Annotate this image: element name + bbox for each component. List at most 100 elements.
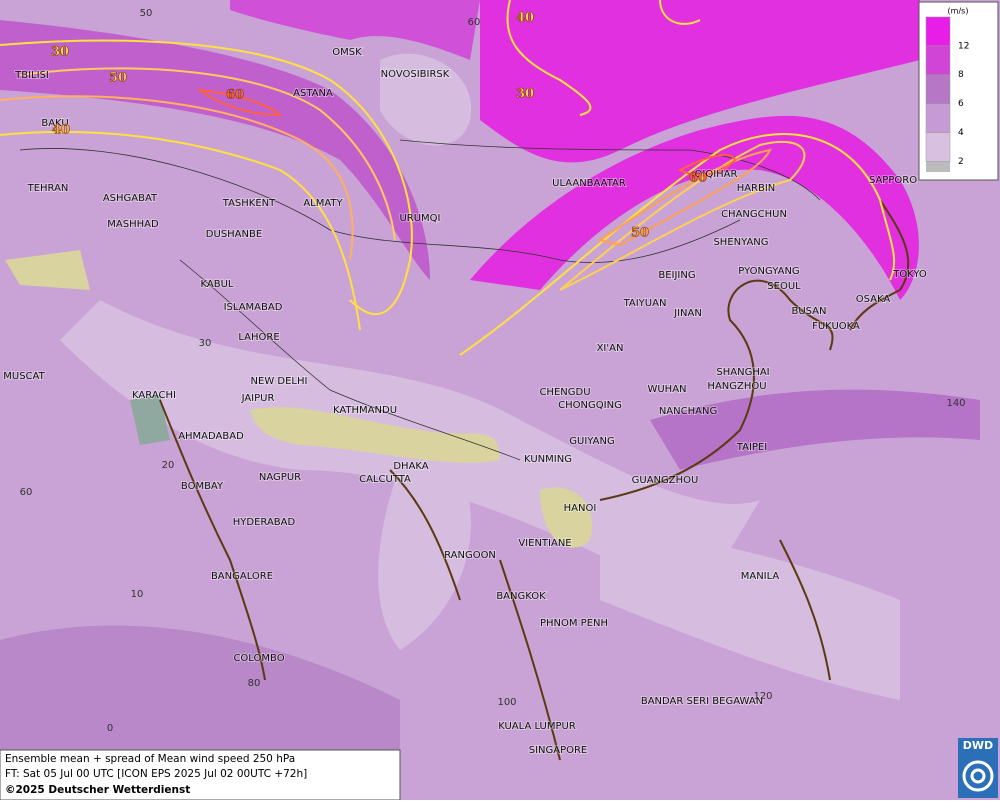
city-label: KABUL (201, 279, 234, 290)
city-label: BEIJING (658, 270, 695, 281)
city-label: VIENTIANE (518, 538, 571, 549)
logo-swirl (970, 768, 986, 784)
footer-line: Ensemble mean + spread of Mean wind spee… (5, 753, 295, 765)
city-label: AHMADABAD (178, 431, 244, 442)
graticule-label: 60 (468, 17, 481, 28)
city-label: BANGKOK (496, 591, 546, 602)
legend: (m/s) 2 4 6 8 12 (918, 1, 999, 181)
footer-line: FT: Sat 05 Jul 00 UTC [ICON EPS 2025 Jul… (5, 768, 307, 780)
city-label: WUHAN (647, 384, 686, 395)
city-label: HANOI (564, 503, 597, 514)
city-label: TAIYUAN (623, 298, 667, 309)
city-label: SAPPORO (869, 175, 917, 186)
city-label: TAIPEI (736, 442, 767, 453)
city-label: GUANGZHOU (632, 475, 699, 486)
contour-label: 50 (109, 71, 127, 86)
city-label: SHANGHAI (716, 367, 769, 378)
contour-label: 60 (689, 171, 707, 186)
city-label: XI'AN (597, 343, 624, 354)
borders (19, 139, 821, 461)
legend-title: (m/s) (948, 7, 969, 16)
legend-label: 6 (958, 99, 964, 109)
legend-label: 8 (958, 70, 964, 80)
city-label: TASHKENT (222, 198, 276, 209)
city-label: MUSCAT (3, 371, 45, 382)
city-label: URUMQI (399, 213, 440, 224)
logo-swirl (962, 760, 994, 792)
legend-scale: 2 4 6 8 12 (925, 16, 969, 172)
graticule-label: 30 (199, 338, 212, 349)
legend-swatch (925, 132, 951, 162)
logo-text: DWD (963, 739, 993, 752)
city-label: JAIPUR (241, 393, 275, 404)
city-label: CALCUTTA (359, 474, 411, 485)
city-label: LAHORE (238, 332, 279, 343)
city-label: BANDAR SERI BEGAWAN (641, 696, 763, 707)
city-label: NANCHANG (659, 406, 717, 417)
footer: Ensemble mean + spread of Mean wind spee… (0, 749, 401, 801)
city-label: HYDERABAD (233, 517, 296, 528)
city-label: CHANGCHUN (721, 209, 787, 220)
graticule-label: 80 (248, 678, 261, 689)
city-label: KARACHI (132, 390, 176, 401)
city-label: BANGALORE (211, 571, 273, 582)
contours (0, 0, 896, 356)
city-label: BUSAN (791, 306, 826, 317)
coastlines (159, 199, 910, 761)
legend-swatch (925, 74, 951, 104)
graticule-label: 0 (107, 723, 113, 734)
city-label: ULAANBAATAR (552, 178, 626, 189)
city-label: HARBIN (737, 183, 776, 194)
city-label: BOMBAY (181, 481, 224, 492)
contour-label: 30 (516, 87, 534, 102)
city-label: ASTANA (293, 88, 333, 99)
city-label: DUSHANBE (206, 229, 262, 240)
legend-label: 4 (958, 128, 964, 138)
contour-label: 40 (516, 11, 534, 26)
contour-label: 60 (226, 88, 244, 103)
city-label: NAGPUR (259, 472, 301, 483)
logo: DWD (958, 738, 998, 798)
logo-box (958, 738, 998, 798)
city-label: OSAKA (856, 294, 891, 305)
city-label: KUNMING (524, 454, 572, 465)
relief (5, 250, 592, 548)
graticule-label: 100 (497, 697, 516, 708)
city-label: TBILISI (14, 70, 49, 81)
graticule-label: 120 (753, 691, 772, 702)
graticule-label: 140 (946, 398, 965, 409)
city-label: DHAKA (393, 461, 428, 472)
city-label: SEOUL (767, 281, 801, 292)
city-label: SINGAPORE (529, 745, 588, 756)
city-label: KATHMANDU (333, 405, 397, 416)
city-label: KUALA LUMPUR (498, 721, 576, 732)
city-label: QIQIHAR (695, 169, 738, 180)
city-label: ASHGABAT (103, 193, 158, 204)
legend-label: 2 (958, 157, 964, 167)
city-label: GUIYANG (569, 436, 614, 447)
city-label: MANILA (741, 571, 780, 582)
city-label: BAKU (41, 118, 68, 129)
city-label: OMSK (332, 47, 362, 58)
city-label: ISLAMABAD (224, 302, 283, 313)
graticule-label: 20 (162, 460, 175, 471)
city-label: CHONGQING (558, 400, 622, 411)
city-label: PYONGYANG (738, 266, 799, 277)
contour-label: 40 (52, 123, 70, 138)
city-label: FUKUOKA (812, 321, 860, 332)
contour-label: 50 (631, 226, 649, 241)
city-label: TEHRAN (27, 183, 69, 194)
city-label: RANGOON (444, 550, 496, 561)
city-label: CHENGDU (539, 387, 590, 398)
legend-below (926, 161, 950, 172)
city-label: NEW DELHI (251, 376, 308, 387)
footer-line: ©2025 Deutscher Wetterdienst (5, 784, 190, 796)
city-label: NOVOSIBIRSK (381, 69, 450, 80)
city-label: COLOMBO (233, 653, 284, 664)
city-label: MASHHAD (107, 219, 159, 230)
city-label: HANGZHOU (707, 381, 766, 392)
contour-label: 30 (51, 45, 69, 60)
city-label: TOKYO (892, 269, 927, 280)
graticule-label: 50 (140, 8, 153, 19)
